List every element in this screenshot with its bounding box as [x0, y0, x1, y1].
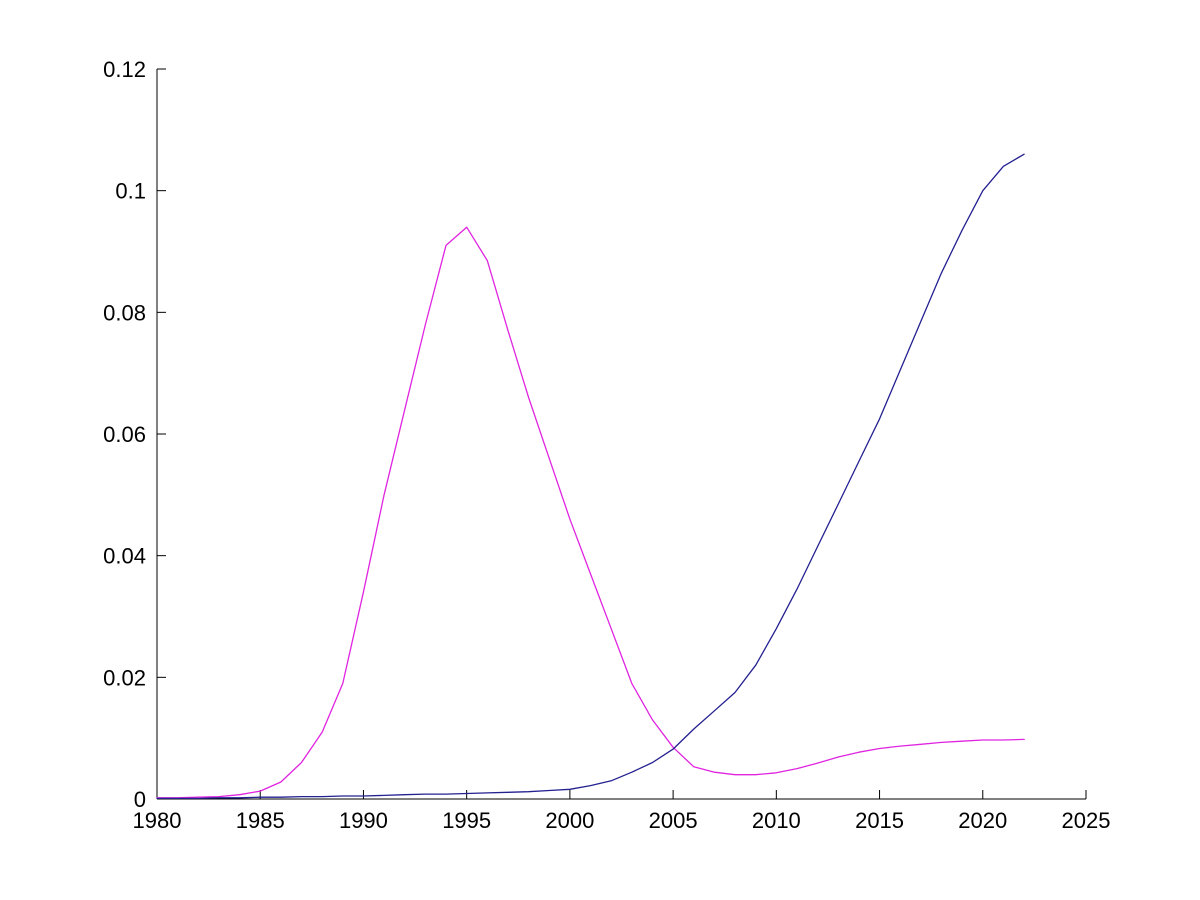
- y-tick-label: 0.1: [115, 179, 146, 204]
- magenta-curve: [156, 226, 1025, 799]
- x-tick-label: 2015: [855, 808, 904, 833]
- y-tick-label: 0.04: [103, 544, 146, 569]
- x-tick-label: 2010: [752, 808, 801, 833]
- y-tick-label: 0.08: [103, 300, 146, 325]
- y-tick-label: 0: [134, 787, 146, 812]
- x-tick-label: 2025: [1062, 808, 1111, 833]
- y-tick-label: 0.12: [103, 57, 146, 82]
- x-tick-label: 2005: [649, 808, 698, 833]
- x-tick-label: 1995: [442, 808, 491, 833]
- x-tick-label: 1980: [133, 808, 182, 833]
- x-tick-label: 1990: [339, 808, 388, 833]
- y-tick-label: 0.06: [103, 422, 146, 447]
- blue-curve: [156, 153, 1025, 800]
- x-tick-label: 2000: [545, 808, 594, 833]
- x-tick-label: 2020: [958, 808, 1007, 833]
- x-tick-label: 1985: [236, 808, 285, 833]
- y-tick-label: 0.02: [103, 665, 146, 690]
